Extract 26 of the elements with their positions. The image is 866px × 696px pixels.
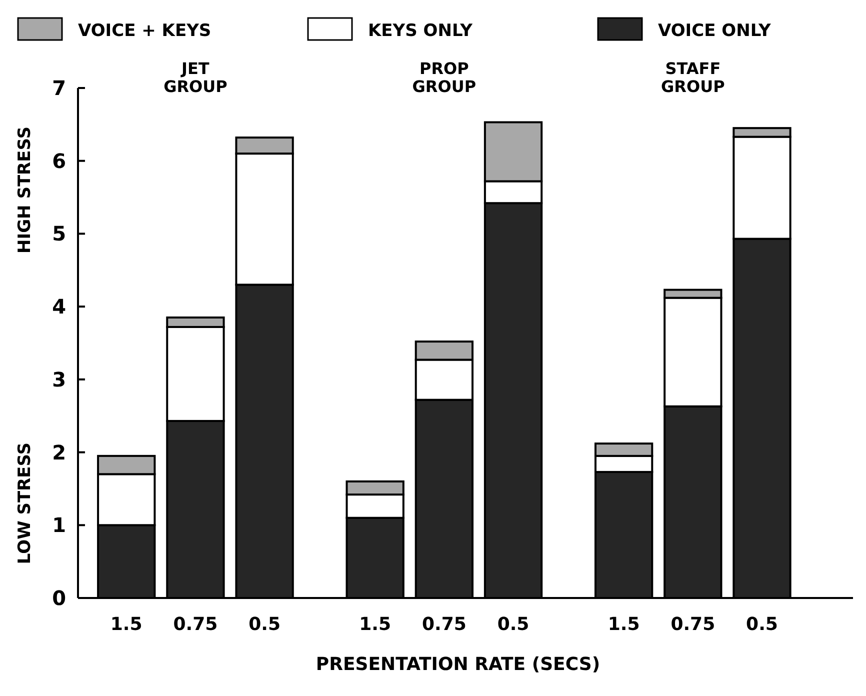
x-tick-label: 0.5 (746, 614, 778, 635)
legend-label: KEYS ONLY (368, 21, 474, 41)
x-tick-label: 0.75 (173, 614, 218, 635)
x-tick-label: 0.5 (497, 614, 530, 635)
x-tick-label: 0.5 (248, 614, 280, 635)
annotation: JET GROUP (164, 59, 228, 96)
x-axis-title: PRESENTATION RATE (SECS) (316, 654, 600, 675)
y-tick-label: 1 (52, 513, 66, 538)
x-tick-label: 1.5 (608, 614, 640, 635)
annotation: STAFF GROUP (661, 59, 726, 96)
x-tick-label: 0.75 (422, 614, 466, 635)
legend-label: VOICE + KEYS (78, 21, 212, 41)
y-tick-label: 3 (52, 367, 66, 392)
y-tick-label: 6 (52, 148, 66, 173)
y-tick-label: 2 (52, 440, 66, 464)
x-tick-label: 1.5 (359, 614, 392, 635)
legend-label: VOICE ONLY (658, 21, 772, 41)
y-tick-label: 5 (52, 222, 66, 246)
y-tick-label: 4 (52, 294, 66, 319)
text: LOW STRESS (15, 442, 35, 564)
annotation: PROP GROUP (412, 59, 476, 96)
y-tick-label: 7 (52, 76, 66, 100)
y-tick-label: 0 (52, 586, 66, 610)
x-tick-label: 0.75 (670, 614, 716, 635)
x-tick-label: 1.5 (110, 614, 142, 635)
text: HIGH STRESS (15, 126, 35, 254)
